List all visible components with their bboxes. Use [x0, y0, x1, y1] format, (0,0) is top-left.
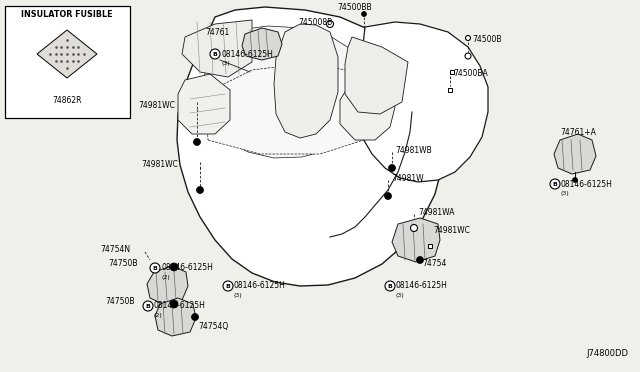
- Text: 74750B: 74750B: [109, 260, 138, 269]
- Circle shape: [385, 192, 392, 199]
- Text: 74761+A: 74761+A: [560, 128, 596, 137]
- Text: 74981WC: 74981WC: [141, 160, 178, 169]
- Text: B: B: [552, 182, 557, 186]
- Polygon shape: [182, 20, 252, 77]
- Circle shape: [362, 12, 367, 16]
- Text: 74500B: 74500B: [472, 35, 502, 44]
- Text: B: B: [212, 51, 218, 57]
- Polygon shape: [274, 24, 338, 138]
- Text: 74754N: 74754N: [100, 246, 130, 254]
- Text: 74750B: 74750B: [106, 298, 135, 307]
- Polygon shape: [204, 26, 368, 158]
- Text: B: B: [388, 283, 392, 289]
- Polygon shape: [392, 218, 440, 262]
- Text: 74981WB: 74981WB: [395, 145, 432, 154]
- Circle shape: [388, 164, 396, 171]
- Text: 74500BB: 74500BB: [338, 3, 372, 12]
- Text: 08146-6125H: 08146-6125H: [154, 301, 206, 311]
- Circle shape: [170, 263, 178, 271]
- Circle shape: [573, 177, 577, 183]
- Text: J74800DD: J74800DD: [586, 350, 628, 359]
- Bar: [450, 70, 454, 74]
- Text: 74981WA: 74981WA: [418, 208, 454, 217]
- Text: (3): (3): [234, 293, 243, 298]
- Bar: [448, 88, 452, 92]
- Polygon shape: [554, 134, 596, 174]
- Circle shape: [550, 179, 560, 189]
- Text: (3): (3): [561, 191, 570, 196]
- Circle shape: [417, 257, 424, 263]
- Circle shape: [150, 263, 160, 273]
- Text: B: B: [152, 266, 157, 270]
- Circle shape: [193, 138, 200, 145]
- Text: (2): (2): [154, 313, 163, 318]
- Circle shape: [385, 281, 395, 291]
- Polygon shape: [177, 7, 445, 286]
- Circle shape: [191, 314, 198, 321]
- Text: 74761: 74761: [205, 28, 230, 36]
- Circle shape: [170, 300, 178, 308]
- Text: 74754: 74754: [422, 260, 446, 269]
- Polygon shape: [345, 37, 408, 114]
- Circle shape: [465, 35, 470, 41]
- Circle shape: [410, 224, 417, 231]
- Text: B: B: [145, 304, 150, 308]
- Text: 74981WC: 74981WC: [138, 100, 175, 109]
- Polygon shape: [178, 74, 230, 134]
- Polygon shape: [354, 22, 488, 182]
- Polygon shape: [155, 298, 196, 336]
- Circle shape: [465, 53, 471, 59]
- Polygon shape: [242, 28, 282, 60]
- Text: 74862R: 74862R: [52, 96, 82, 105]
- Polygon shape: [340, 80, 395, 140]
- Text: 74981WC: 74981WC: [433, 225, 470, 234]
- Circle shape: [223, 281, 233, 291]
- Text: 745008B: 745008B: [298, 17, 332, 26]
- Text: (3): (3): [221, 61, 230, 66]
- Polygon shape: [147, 266, 188, 304]
- Bar: [428, 244, 432, 248]
- Polygon shape: [37, 30, 97, 78]
- Text: 74981W: 74981W: [392, 173, 424, 183]
- Text: 74500BA: 74500BA: [453, 68, 488, 77]
- Text: 08146-6125H: 08146-6125H: [161, 263, 213, 273]
- Text: 08146-6125H: 08146-6125H: [234, 282, 286, 291]
- Circle shape: [143, 301, 153, 311]
- Text: 74754Q: 74754Q: [198, 323, 228, 331]
- Circle shape: [196, 186, 204, 193]
- Text: 08146-6125H: 08146-6125H: [561, 180, 613, 189]
- Polygon shape: [206, 64, 385, 154]
- Text: B: B: [225, 283, 230, 289]
- Text: INSULATOR FUSIBLE: INSULATOR FUSIBLE: [21, 10, 113, 19]
- Text: 08146-6125H: 08146-6125H: [396, 282, 448, 291]
- Circle shape: [210, 49, 220, 59]
- Circle shape: [326, 20, 333, 28]
- Bar: [5, 6, 130, 118]
- Text: (2): (2): [161, 275, 170, 280]
- Text: (3): (3): [396, 293, 404, 298]
- Text: 08146-6125H: 08146-6125H: [221, 49, 273, 58]
